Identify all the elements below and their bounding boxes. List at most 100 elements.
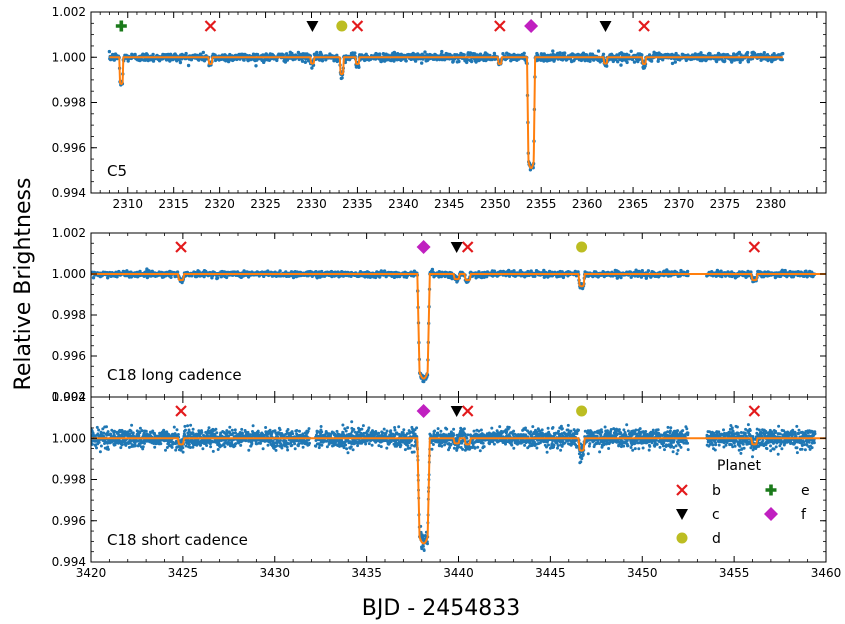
legend-item-f: f — [764, 507, 807, 523]
transit-markers — [175, 240, 761, 254]
y-ticks: 0.994 0.996 0.998 1.000 1.002 — [52, 5, 826, 200]
x-tick-label: 3430 — [259, 566, 290, 580]
x-tick-label: 2375 — [710, 197, 741, 211]
panel-label: C5 — [107, 162, 127, 180]
y-tick-label: 1.000 — [52, 50, 86, 64]
y-tick-label: 0.994 — [52, 186, 86, 200]
data-scatter — [91, 420, 817, 552]
legend-marker-b — [676, 484, 688, 496]
y-tick-label: 0.994 — [52, 555, 86, 569]
legend: Planet b e c f d — [676, 458, 810, 547]
transit-marker-c — [306, 21, 319, 32]
transit-marker-d — [336, 20, 348, 32]
transit-marker-c — [599, 21, 612, 32]
x-ticks: 2310 2315 2320 2325 2330 2335 2340 2345 2350 2355… — [90, 12, 827, 211]
legend-label: e — [801, 483, 810, 499]
legend-item-c: c — [676, 507, 720, 523]
legend-label: b — [712, 483, 721, 499]
y-tick-label: 1.000 — [52, 267, 86, 281]
x-tick-label: 3425 — [168, 566, 199, 580]
y-tick-label: 0.994 — [52, 390, 86, 404]
x-tick-label: 3445 — [535, 566, 566, 580]
transit-marker-f — [416, 404, 431, 418]
legend-item-e: e — [765, 483, 810, 499]
transit-marker-d — [576, 241, 588, 253]
y-tick-label: 0.998 — [52, 96, 86, 110]
legend-label: c — [712, 507, 720, 523]
model-line — [91, 273, 826, 380]
legend-title: Planet — [717, 458, 761, 474]
legend-marker-f — [764, 507, 778, 521]
x-tick-label: 2330 — [296, 197, 327, 211]
x-tick-label: 2325 — [250, 197, 281, 211]
panels-group: 0.994 0.996 0.998 1.000 1.002 2310 2315 2320 232… — [52, 5, 842, 580]
x-ticks: 3420 3425 3430 3435 3440 3445 3450 3455 3460 — [76, 397, 842, 580]
legend-marker-e — [765, 484, 777, 496]
transit-marker-c — [450, 406, 463, 417]
x-tick-label: 2355 — [526, 197, 557, 211]
transit-marker-b — [748, 405, 761, 417]
y-tick-label: 0.996 — [52, 141, 86, 155]
y-ticks: 0.994 0.996 0.998 1.000 1.002 — [52, 390, 826, 569]
x-tick-label: 2345 — [434, 197, 465, 211]
x-tick-label: 2360 — [572, 197, 603, 211]
axes-frame — [90, 11, 827, 194]
legend-item-d: d — [676, 531, 721, 547]
plot-area — [91, 420, 826, 552]
data-points — [91, 420, 817, 552]
data-scatter — [107, 49, 785, 172]
y-tick-label: 1.000 — [52, 431, 86, 445]
transit-marker-e — [115, 20, 127, 32]
y-tick-label: 1.002 — [52, 5, 86, 19]
y-tick-label: 1.002 — [52, 390, 86, 404]
transit-marker-b — [748, 241, 761, 253]
panel-1: 0.994 0.996 0.998 1.000 1.002 2310 2315 2320 232… — [52, 5, 827, 211]
y-tick-label: 0.996 — [52, 349, 86, 363]
legend-label: d — [712, 531, 721, 547]
x-axis-title: BJD - 2454833 — [362, 596, 520, 621]
transit-marker-b — [175, 241, 187, 253]
x-tick-label: 2365 — [618, 197, 649, 211]
transit-marker-f — [416, 240, 431, 254]
transit-marker-b — [204, 20, 217, 32]
transit-marker-b — [351, 20, 364, 32]
x-tick-label: 2370 — [664, 197, 695, 211]
legend-marker-c — [676, 509, 688, 520]
legend-marker-d — [676, 532, 688, 544]
y-tick-label: 0.998 — [52, 308, 86, 322]
transit-marker-b — [638, 20, 650, 32]
x-tick-label: 2340 — [388, 197, 419, 211]
panel-3: 0.994 0.996 0.998 1.000 1.002 3420 3425 3430 343… — [52, 390, 842, 580]
y-tick-label: 0.998 — [52, 473, 86, 487]
x-tick-label: 3455 — [719, 566, 750, 580]
x-tick-label: 3450 — [627, 566, 658, 580]
plot-area — [91, 267, 826, 384]
model-line — [109, 56, 783, 170]
x-tick-label: 3460 — [811, 566, 842, 580]
x-tick-label: 2380 — [756, 197, 787, 211]
legend-item-b: b — [676, 483, 721, 499]
y-axis-title: Relative Brightness — [11, 178, 36, 391]
panel-label: C18 long cadence — [107, 366, 242, 384]
transit-marker-d — [576, 405, 588, 417]
transit-marker-b — [461, 241, 474, 253]
data-points — [107, 49, 785, 172]
x-tick-label: 3420 — [76, 566, 107, 580]
y-tick-label: 0.996 — [52, 514, 86, 528]
transit-marker-f — [524, 19, 539, 33]
transit-marker-b — [461, 405, 474, 417]
x-tick-label: 2320 — [204, 197, 235, 211]
panel-2: 0.994 0.996 0.998 1.000 1.002 C18 long cadenc… — [52, 226, 827, 404]
transit-markers — [115, 19, 650, 33]
x-tick-label: 3440 — [443, 566, 474, 580]
x-tick-label: 2315 — [158, 197, 189, 211]
panel-label: C18 short cadence — [107, 531, 248, 549]
transit-markers — [175, 404, 761, 418]
legend-label: f — [801, 507, 807, 523]
plot-area — [107, 49, 785, 172]
x-tick-label: 2310 — [112, 197, 143, 211]
transit-marker-c — [450, 242, 463, 253]
transit-marker-b — [494, 20, 506, 32]
x-tick-label: 2335 — [342, 197, 373, 211]
